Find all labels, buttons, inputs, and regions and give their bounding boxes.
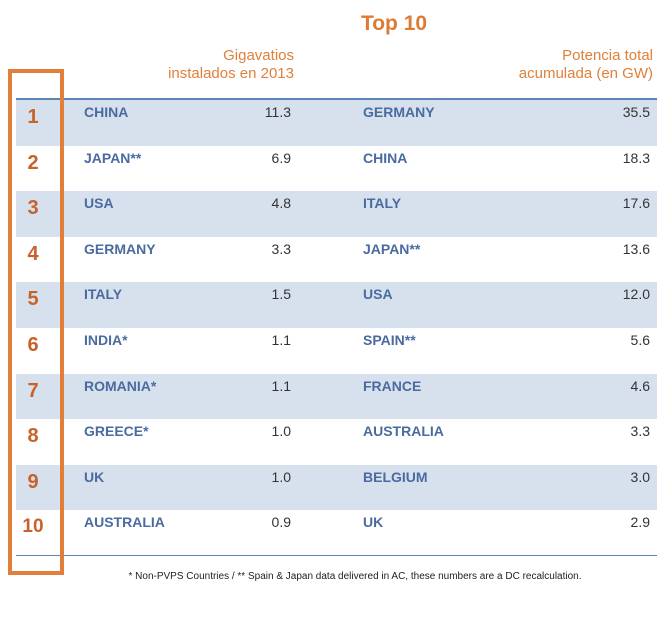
country-total-cumulative: FRANCE [363, 377, 422, 394]
country-installed-2013: JAPAN** [84, 149, 142, 166]
table-row: 10 AUSTRALIA 0.9 UK 2.9 [16, 510, 657, 556]
table-row: 3 USA 4.8 ITALY 17.6 [16, 191, 657, 237]
rank-number: 8 [27, 425, 39, 448]
table-row: 5 ITALY 1.5 USA 12.0 [16, 282, 657, 328]
table-row: 1 CHINA 11.3 GERMANY 35.5 [16, 100, 657, 146]
country-installed-2013: GERMANY [84, 240, 156, 257]
country-installed-2013: ROMANIA* [84, 377, 157, 394]
value-total-cumulative: 4.6 [630, 377, 650, 394]
rank-number: 4 [27, 242, 39, 265]
country-total-cumulative: BELGIUM [363, 468, 428, 485]
rank-number: 10 [22, 516, 44, 538]
table-row: 6 INDIA* 1.1 SPAIN** 5.6 [16, 328, 657, 374]
header-installed-2013: Gigavatios instalados en 2013 [168, 47, 294, 82]
country-total-cumulative: JAPAN** [363, 240, 421, 257]
value-installed-2013: 3.3 [271, 240, 291, 257]
value-installed-2013: 6.9 [271, 149, 291, 166]
rank-number: 7 [27, 379, 39, 402]
value-total-cumulative: 3.3 [630, 423, 650, 440]
table-bottom-rule [16, 555, 657, 556]
country-installed-2013: GREECE* [84, 423, 149, 440]
value-total-cumulative: 5.6 [630, 332, 650, 348]
country-installed-2013: USA [84, 195, 114, 212]
country-total-cumulative: CHINA [363, 149, 408, 166]
value-total-cumulative: 3.0 [630, 468, 650, 485]
value-total-cumulative: 17.6 [622, 195, 650, 212]
value-installed-2013: 1.1 [271, 332, 291, 348]
value-total-cumulative: 35.5 [622, 104, 650, 120]
rank-number: 5 [27, 288, 39, 311]
value-installed-2013: 4.8 [271, 195, 291, 212]
footnote: * Non-PVPS Countries / ** Spain & Japan … [128, 571, 582, 582]
value-total-cumulative: 13.6 [622, 240, 650, 257]
country-installed-2013: ITALY [84, 286, 123, 303]
rank-highlight-box [8, 69, 64, 575]
country-total-cumulative: ITALY [363, 195, 402, 212]
rank-number: 9 [27, 470, 39, 493]
value-installed-2013: 1.0 [271, 423, 291, 440]
value-installed-2013: 11.3 [264, 104, 291, 120]
table-top-rule [16, 98, 657, 100]
table-row: 7 ROMANIA* 1.1 FRANCE 4.6 [16, 373, 657, 420]
header-total-cumulative: Potencia total acumulada (en GW) [518, 47, 653, 82]
country-installed-2013: CHINA [84, 104, 129, 120]
value-installed-2013: 0.9 [271, 514, 291, 531]
rank-number: 2 [27, 151, 39, 174]
rank-number: 3 [27, 197, 39, 220]
country-total-cumulative: SPAIN** [363, 332, 416, 348]
rank-number: 6 [27, 334, 39, 356]
value-total-cumulative: 2.9 [630, 514, 650, 531]
country-total-cumulative: USA [363, 286, 393, 303]
table-row: 2 JAPAN** 6.9 CHINA 18.3 [16, 146, 657, 192]
country-total-cumulative: GERMANY [363, 104, 435, 120]
table-row: 4 GERMANY 3.3 JAPAN** 13.6 [16, 237, 657, 283]
rank-number: 1 [27, 106, 39, 128]
title-area: Top 10 [0, 0, 666, 40]
country-installed-2013: AUSTRALIA [84, 514, 165, 531]
value-total-cumulative: 12.0 [622, 286, 650, 303]
value-installed-2013: 1.0 [271, 468, 291, 485]
chart-title: Top 10 [360, 12, 428, 35]
table-row: 9 UK 1.0 BELGIUM 3.0 [16, 464, 657, 511]
value-installed-2013: 1.1 [271, 377, 291, 394]
value-installed-2013: 1.5 [271, 286, 291, 303]
country-total-cumulative: UK [363, 514, 384, 531]
country-installed-2013: UK [84, 468, 105, 485]
table-row: 8 GREECE* 1.0 AUSTRALIA 3.3 [16, 419, 657, 465]
country-total-cumulative: AUSTRALIA [363, 423, 444, 440]
value-total-cumulative: 18.3 [622, 149, 650, 166]
country-installed-2013: INDIA* [84, 332, 128, 348]
